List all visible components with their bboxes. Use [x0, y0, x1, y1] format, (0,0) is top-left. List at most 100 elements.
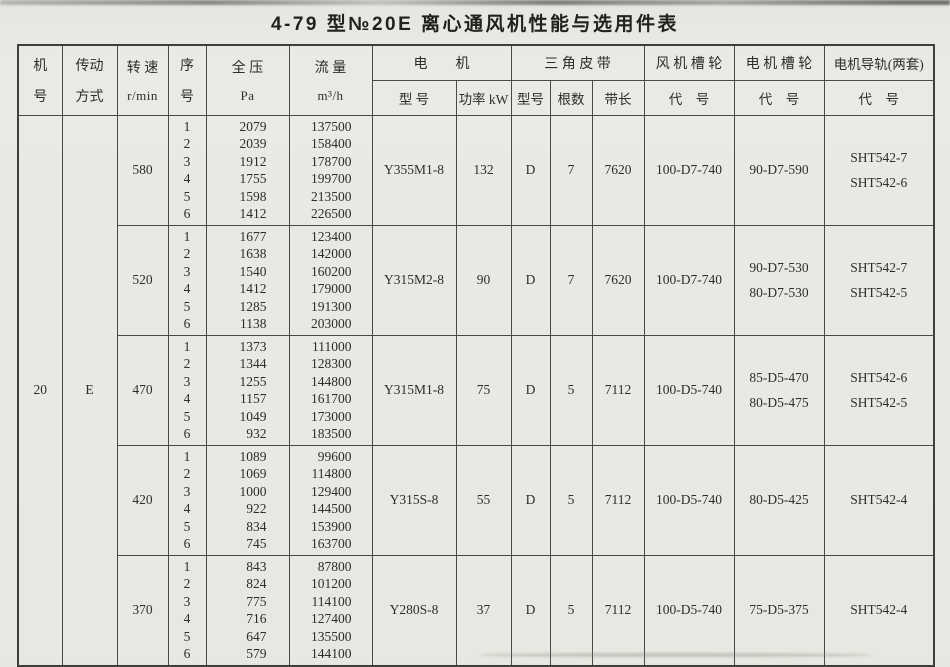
flow-value: 226500	[311, 206, 352, 221]
speed-cell: 420	[116, 444, 169, 556]
belt-length-cell: 7112	[591, 554, 645, 666]
pressure-value: 1344	[239, 356, 267, 371]
rail-code: SHT542-5	[850, 284, 908, 300]
flow-value: 137500	[311, 118, 352, 134]
seq-value: 2	[183, 466, 191, 481]
pressure-value: 1069	[239, 466, 267, 481]
motor-model-cell: Y315M2-8	[371, 224, 457, 336]
rail-code: SHT542-7	[850, 260, 908, 275]
flow-value: 144100	[311, 646, 352, 661]
col-header-motor-rail: 电机导轨(两套)	[823, 44, 935, 81]
belt-model-cell: D	[510, 444, 551, 556]
speed-group-row: 420 1 2 3 4 5 6 1089 1069 1000 922 834 745 99600 11480…	[18, 444, 935, 556]
fan-pulley-code: 100-D7-740	[656, 272, 722, 288]
pressure-value: 1638	[239, 246, 267, 261]
speed-cell: 520	[116, 224, 169, 336]
motor-pulley-cell: 85-D5-470 80-D5-475	[733, 334, 825, 446]
belt-length-cell: 7620	[591, 224, 645, 336]
belt-length-cell: 7112	[591, 334, 645, 446]
pressure-cell: 2079 2039 1912 1755 1598 1412	[205, 114, 290, 226]
belt-count-cell: 5	[549, 334, 593, 446]
pressure-cell: 843 824 775 716 647 579	[205, 554, 290, 666]
scan-artifact-top	[0, 0, 950, 5]
rail-code: SHT542-4	[850, 492, 908, 508]
col-header-seq-line2: 号	[180, 89, 194, 105]
rail-cell: SHT542-4	[823, 554, 935, 666]
speed-group-row: 520 1 2 3 4 5 6 1677 1638 1540 1412 1285 1138 123400 1…	[18, 224, 935, 336]
col-header-drive-mode: 传动 方式	[61, 44, 118, 116]
header-row-1: 机 号 传动 方式 转 速 r/min 序 号	[17, 44, 935, 116]
speed-group-row: 470 1 2 3 4 5 6 1373 1344 1255 1157 1049 932 111000 12…	[18, 334, 935, 446]
rail-code: SHT542-5	[850, 394, 908, 410]
motor-model-cell: Y315M1-8	[371, 334, 457, 446]
speed-cell: 370	[116, 554, 169, 666]
pressure-value: 2039	[239, 136, 267, 151]
seq-cell: 1 2 3 4 5 6	[167, 114, 207, 226]
belt-count-cell: 5	[549, 444, 593, 556]
seq-value: 3	[183, 373, 191, 389]
flow-value: 161700	[311, 391, 352, 406]
speed-group-row: 370 1 2 3 4 5 6 843 824 775 716 647 579 87800 101200 11…	[18, 554, 935, 666]
col-header-flow-unit: m³/h	[317, 87, 344, 103]
col-header-belt-group: 三 角 皮 带	[510, 44, 645, 81]
fan-pulley-code: 100-D5-740	[656, 382, 722, 398]
col-header-belt-length: 带长	[591, 79, 645, 116]
flow-value: 111000	[312, 338, 352, 354]
col-header-motor-pulley-code: 代 号	[733, 79, 825, 116]
flow-value: 199700	[311, 171, 352, 186]
flow-value: 123400	[311, 228, 352, 244]
col-header-motor-rail-code: 代 号	[823, 79, 935, 116]
belt-model-cell: D	[510, 334, 551, 446]
rail-code: SHT542-4	[850, 602, 908, 618]
col-header-seq: 序 号	[167, 44, 207, 116]
pressure-value: 1598	[239, 188, 267, 204]
motor-power-cell: 37	[455, 554, 512, 666]
col-header-fan-pulley: 风 机 槽 轮	[643, 44, 735, 81]
header-row-2: 型 号 功率 kW 型号 根数 带长 代 号 代 号 代 号	[18, 79, 935, 116]
motor-pulley-code: 80-D5-425	[749, 492, 809, 508]
flow-value: 144500	[311, 501, 352, 516]
seq-value: 2	[183, 576, 191, 591]
flow-value: 142000	[311, 246, 352, 261]
col-header-flow-line1: 流 量	[314, 60, 347, 76]
fan-pulley-cell: 100-D5-740	[643, 444, 735, 556]
pressure-value: 1049	[239, 408, 267, 424]
seq-value: 3	[183, 483, 191, 499]
flow-value: 99600	[317, 448, 352, 464]
rail-code: SHT542-6	[850, 370, 908, 385]
seq-value: 3	[183, 263, 191, 279]
col-header-seq-line1: 序	[180, 58, 194, 74]
pressure-value: 579	[246, 646, 267, 661]
flow-cell: 123400 142000 160200 179000 191300 203000	[288, 224, 373, 336]
page-title: 4-79 型№20E 离心通风机性能与选用件表	[270, 14, 680, 35]
belt-model-cell: D	[510, 114, 551, 226]
motor-pulley-code: 80-D7-530	[749, 284, 809, 300]
flow-cell: 99600 114800 129400 144500 153900 163700	[288, 444, 373, 556]
seq-cell: 1 2 3 4 5 6	[167, 224, 207, 336]
belt-length-cell: 7112	[591, 444, 645, 556]
flow-value: 127400	[311, 611, 352, 626]
pressure-value: 922	[246, 501, 267, 516]
seq-value: 1	[183, 558, 191, 574]
motor-pulley-code: 90-D7-590	[749, 162, 809, 178]
col-header-machine-no-line1: 机	[33, 58, 48, 74]
seq-value: 3	[183, 153, 191, 169]
seq-value: 5	[183, 188, 191, 204]
flow-value: 179000	[311, 281, 352, 296]
col-header-pressure: 全 压 Pa	[205, 44, 290, 116]
fan-pulley-cell: 100-D5-740	[643, 554, 735, 666]
flow-value: 114100	[311, 593, 352, 609]
seq-value: 4	[183, 171, 191, 186]
pressure-value: 716	[246, 611, 267, 626]
seq-value: 6	[183, 536, 191, 551]
seq-value: 5	[183, 298, 191, 314]
pressure-value: 775	[246, 593, 267, 609]
flow-value: 114800	[311, 466, 352, 481]
motor-power-cell: 75	[455, 334, 512, 446]
speed-cell: 580	[116, 114, 169, 226]
fan-pulley-code: 100-D5-740	[656, 492, 722, 508]
flow-value: 160200	[311, 263, 352, 279]
motor-model-cell: Y315S-8	[371, 444, 457, 556]
col-header-flow: 流 量 m³/h	[288, 44, 373, 116]
flow-value: 144800	[311, 373, 352, 389]
